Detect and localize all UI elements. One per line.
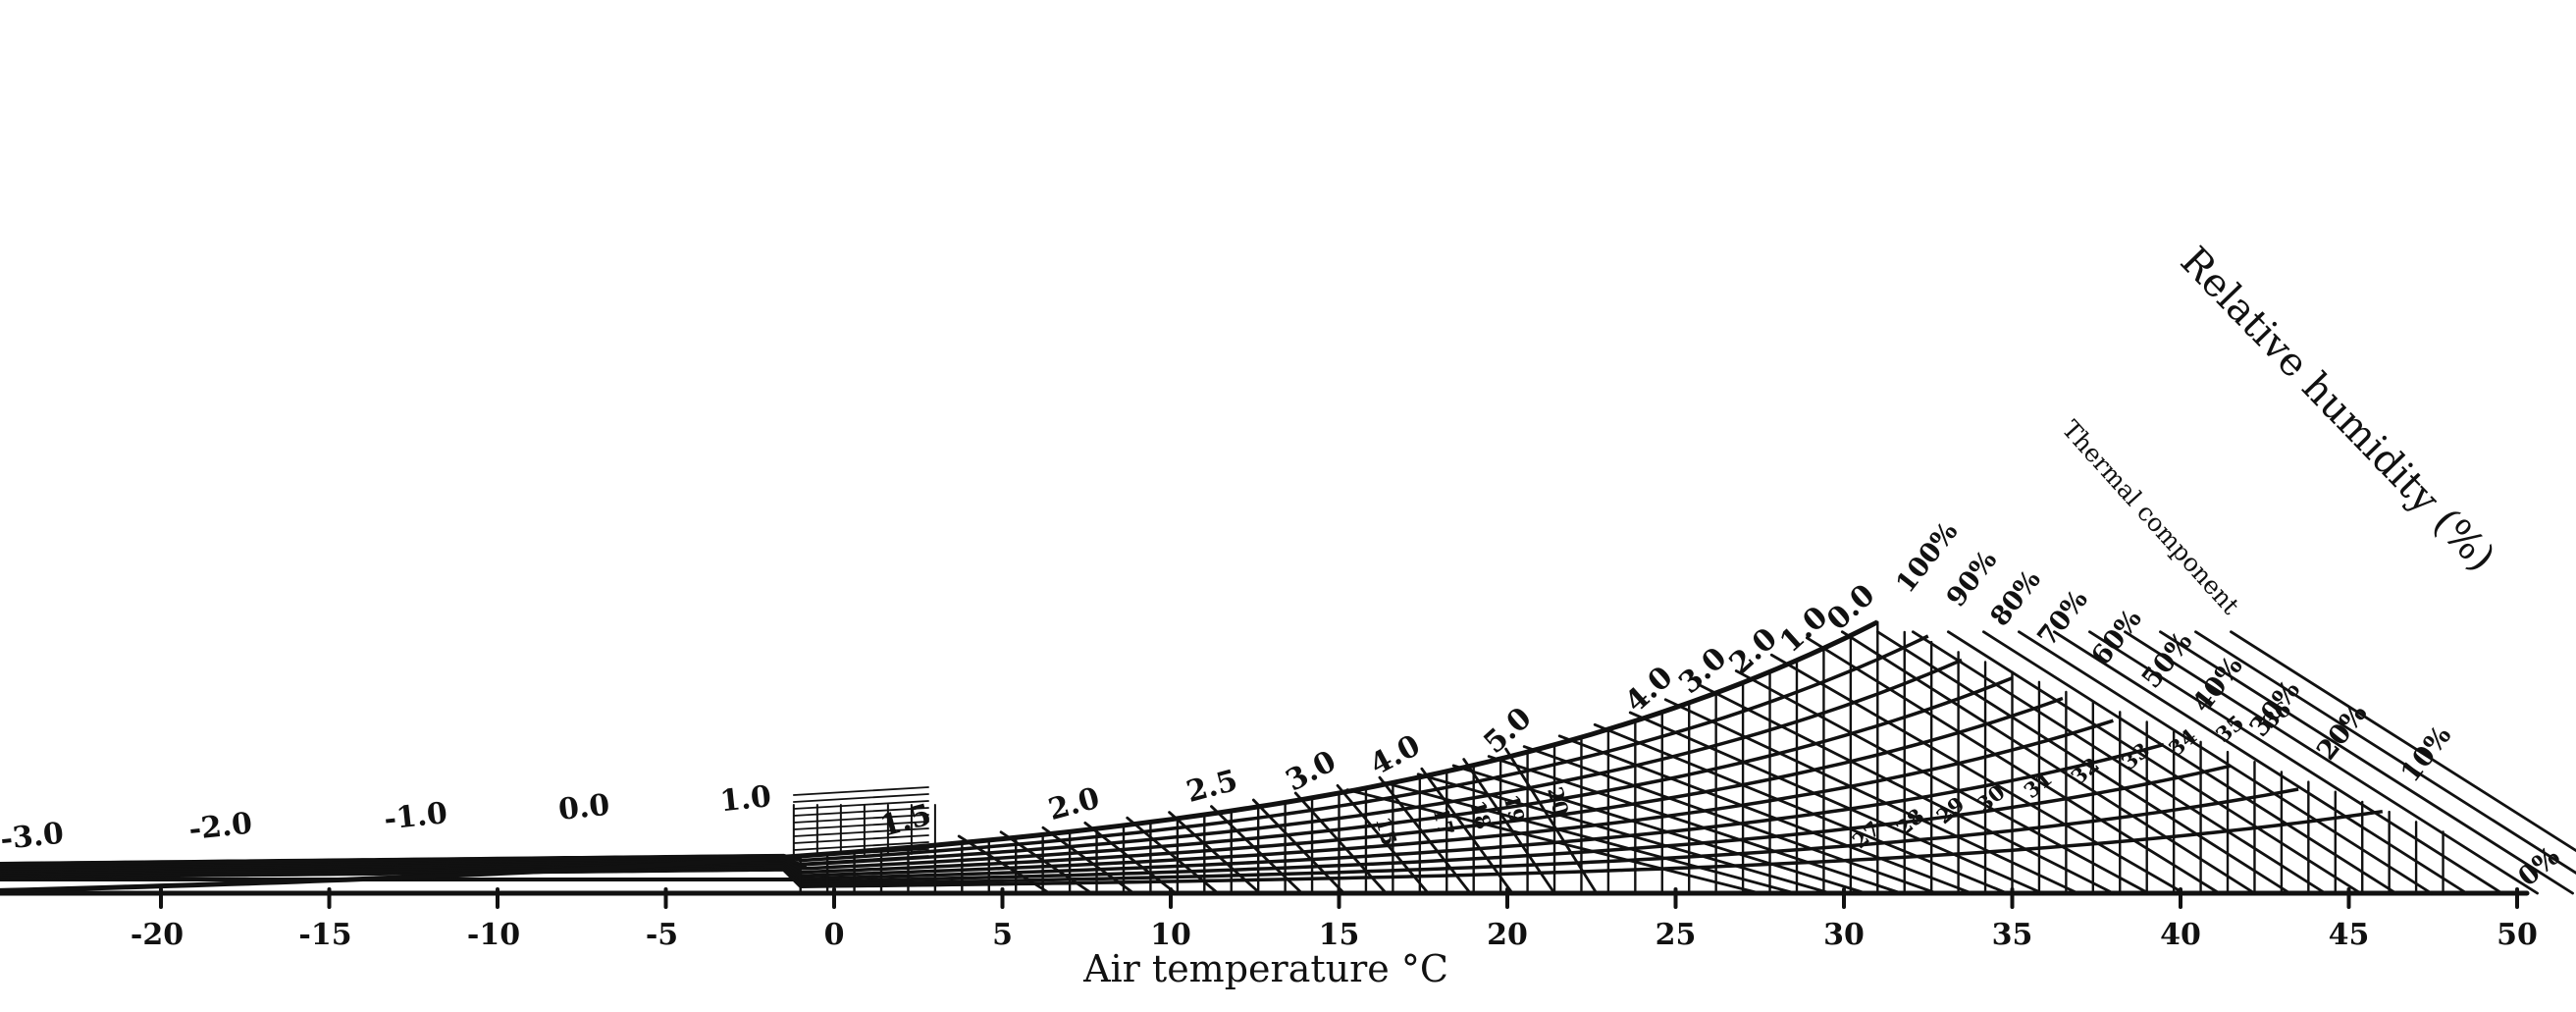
curve-label: 1.0 bbox=[718, 779, 773, 819]
x-tick-label: 40 bbox=[2160, 918, 2201, 952]
steep-diagonal-line bbox=[1293, 791, 1388, 895]
diagonal-line bbox=[2052, 630, 2468, 895]
diagonal-line bbox=[1628, 711, 2044, 895]
x-tick-label: 15 bbox=[1319, 918, 1360, 952]
grid-horizontal-cold bbox=[792, 855, 929, 865]
steep-diagonal-line bbox=[999, 830, 1093, 895]
x-tick-label: -10 bbox=[467, 918, 520, 952]
relative-humidity-title: Relative humidity (%) bbox=[2172, 239, 2503, 580]
x-tick-label: 5 bbox=[992, 918, 1013, 952]
thermal-component-label: 15 bbox=[1371, 815, 1402, 849]
steep-diagonal-line bbox=[1336, 783, 1430, 895]
x-tick-label: 25 bbox=[1656, 918, 1697, 952]
rh-curve-80 bbox=[0, 658, 1963, 868]
rh-label-10: 10% bbox=[2395, 720, 2457, 788]
grid-horizontal-cold bbox=[792, 841, 929, 851]
chart-labels: -20 -15 -10 -5 0 5 10 15 20 25 30 35 40 45 500%10%20%3… bbox=[0, 516, 2565, 952]
rh-curve-20 bbox=[0, 787, 2299, 886]
rh-curve-40 bbox=[0, 742, 2165, 881]
x-tick-label: 35 bbox=[1992, 918, 2033, 952]
diagonal-line bbox=[1875, 630, 2291, 895]
thermal-component-label: 29 bbox=[1931, 791, 1969, 828]
diagonal-line bbox=[1451, 764, 1867, 895]
curve-label: 3.0 bbox=[1281, 744, 1342, 798]
thermal-component-label: 35 bbox=[2211, 710, 2248, 747]
diagonal-line bbox=[1593, 722, 2009, 895]
steep-diagonal-line bbox=[1168, 811, 1262, 895]
x-tick-label: -5 bbox=[646, 918, 678, 952]
rh-curve-60 bbox=[0, 696, 2064, 875]
thermal-component-label: 32 bbox=[2066, 752, 2103, 789]
rh-label-70: 70% bbox=[2031, 584, 2093, 652]
diagonal-line bbox=[2088, 630, 2503, 895]
diagonal-line bbox=[1840, 630, 2256, 895]
x-axis-title: Air temperature °C bbox=[1082, 947, 1448, 990]
chart-lines bbox=[0, 619, 2576, 909]
steep-diagonal-line bbox=[1462, 758, 1556, 895]
diagonal-line bbox=[1345, 788, 1761, 895]
x-tick-label: 0 bbox=[824, 918, 845, 952]
curve-label: -3.0 bbox=[0, 817, 66, 858]
diagonal-line bbox=[2159, 630, 2574, 895]
steep-diagonal-line bbox=[1378, 775, 1472, 895]
diagonal-line bbox=[2194, 630, 2576, 875]
grid-horizontal-cold bbox=[792, 793, 929, 803]
x-tick-label: 20 bbox=[1487, 918, 1528, 952]
diagonal-line bbox=[1522, 745, 1938, 895]
curve-label: -1.0 bbox=[383, 796, 449, 837]
rh-curve-90 bbox=[0, 634, 1929, 866]
curve-label: 2.0 bbox=[1045, 781, 1103, 827]
grid-horizontal-cold bbox=[792, 786, 929, 796]
thermal-component-label: 17 bbox=[1428, 804, 1459, 838]
diagonal-line bbox=[1381, 780, 1797, 895]
x-tick-label: 10 bbox=[1150, 918, 1191, 952]
steep-diagonal-line bbox=[1083, 822, 1178, 895]
thermal-component-title: Thermal component bbox=[2057, 415, 2245, 620]
diagonal-line bbox=[1946, 630, 2362, 895]
diagonal-line bbox=[1805, 636, 2221, 895]
grid-horizontal-cold bbox=[792, 814, 929, 824]
steep-diagonal-line bbox=[1420, 767, 1514, 895]
diagonal-line bbox=[1487, 755, 1903, 895]
diagonal-line bbox=[1663, 698, 2079, 895]
diagonal-line bbox=[1981, 630, 2397, 895]
steep-diagonal-line bbox=[1251, 798, 1346, 895]
x-tick-label: 45 bbox=[2329, 918, 2370, 952]
rh-label-50: 50% bbox=[2136, 626, 2198, 694]
x-tick-label: 30 bbox=[1823, 918, 1865, 952]
diagonal-line bbox=[1769, 653, 2185, 895]
thermal-component-label: 34 bbox=[2164, 723, 2201, 761]
curve-label: -2.0 bbox=[187, 807, 254, 848]
steep-diagonal-line bbox=[1041, 826, 1135, 895]
x-tick-label: -15 bbox=[298, 918, 351, 952]
grid-horizontal-cold bbox=[792, 807, 929, 817]
curve-label: 0.0 bbox=[556, 788, 611, 827]
steep-diagonal-line bbox=[1504, 747, 1599, 895]
steep-diagonal-line bbox=[957, 834, 1051, 895]
x-tick-label: -20 bbox=[131, 918, 184, 952]
diagonal-line bbox=[1557, 734, 1973, 895]
diagonal-line bbox=[2124, 630, 2539, 895]
rh-curve-30 bbox=[0, 764, 2232, 883]
steep-diagonal-line bbox=[1210, 805, 1304, 895]
grid-horizontal-cold bbox=[792, 848, 929, 858]
diagonal-line bbox=[1911, 630, 2327, 895]
grid-horizontal-cold bbox=[792, 827, 929, 837]
diagonal-line bbox=[2017, 630, 2433, 895]
grid-horizontal-cold bbox=[792, 821, 929, 830]
x-tick-label: 50 bbox=[2497, 918, 2538, 952]
curve-label: 1.5 bbox=[876, 798, 934, 844]
curve-label: 4.0 bbox=[1365, 728, 1427, 782]
grid-horizontal-cold bbox=[792, 834, 929, 844]
curve-label: 2.5 bbox=[1183, 764, 1240, 810]
diagonal-line bbox=[2230, 630, 2576, 853]
grid-horizontal-cold bbox=[792, 800, 929, 810]
diagonal-line bbox=[1699, 684, 2115, 895]
steep-diagonal-line bbox=[1126, 816, 1220, 895]
rh-curve-70 bbox=[0, 676, 2014, 871]
diagonal-line bbox=[1734, 669, 2150, 895]
